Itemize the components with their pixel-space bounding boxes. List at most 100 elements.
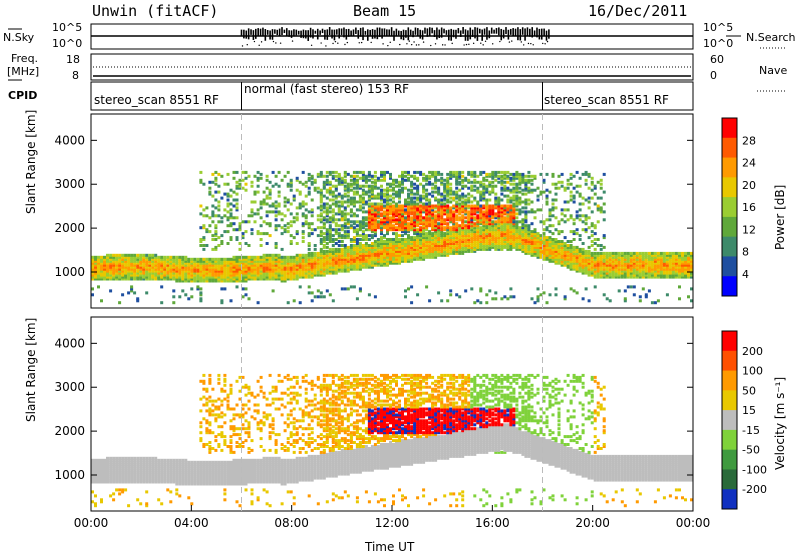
- heatmap-cell: [220, 216, 224, 220]
- heatmap-cell: [112, 267, 116, 271]
- heatmap-cell: [389, 244, 392, 247]
- heatmap-cell: [352, 261, 356, 265]
- heatmap-cell: [283, 196, 287, 200]
- heatmap-cell: [437, 240, 441, 243]
- heatmap-cell: [632, 285, 636, 289]
- heatmap-cell: [298, 180, 302, 184]
- heatmap-cell: [97, 476, 100, 480]
- heatmap-cell: [202, 275, 206, 279]
- heatmap-cell: [217, 259, 221, 263]
- heatmap-cell: [647, 251, 651, 255]
- heatmap-cell: [485, 244, 489, 247]
- heatmap-cell: [596, 275, 600, 279]
- heatmap-cell: [136, 299, 140, 303]
- heatmap-cell: [380, 208, 383, 212]
- heatmap-cell: [136, 255, 140, 259]
- heatmap-cell: [367, 214, 371, 218]
- heatmap-cell: [97, 464, 100, 468]
- heatmap-cell: [431, 214, 435, 218]
- heatmap-cell: [512, 236, 516, 240]
- heatmap-cell: [337, 236, 341, 240]
- heatmap-cell: [325, 249, 329, 253]
- heatmap-cell: [434, 178, 438, 182]
- heatmap-cell: [316, 263, 320, 267]
- heatmap-cell: [422, 224, 426, 228]
- heatmap-cell: [376, 220, 380, 224]
- heatmap-cell: [367, 222, 371, 226]
- heatmap-cell: [238, 273, 242, 277]
- heatmap-cell: [235, 277, 239, 281]
- heatmap-cell: [551, 206, 555, 210]
- heatmap-cell: [656, 261, 660, 265]
- heatmap-cell: [419, 255, 423, 259]
- heatmap-cell: [383, 210, 386, 214]
- heatmap-cell: [91, 255, 94, 259]
- heatmap-cell: [434, 190, 438, 194]
- heatmap-cell: [304, 275, 308, 279]
- heatmap-cell: [373, 255, 377, 259]
- heatmap-cell: [208, 190, 212, 194]
- heatmap-cell: [629, 263, 633, 267]
- heatmap-cell: [301, 170, 305, 174]
- heatmap-cell: [578, 192, 582, 196]
- heatmap-cell: [425, 222, 429, 226]
- heatmap-cell: [434, 255, 438, 259]
- heatmap-cell: [452, 192, 456, 196]
- heatmap-cell: [334, 265, 338, 269]
- heatmap-cell: [334, 249, 338, 253]
- heatmap-cell: [376, 192, 380, 196]
- heatmap-cell: [494, 202, 498, 206]
- heatmap-cell: [319, 273, 323, 277]
- heatmap-cell: [337, 180, 341, 184]
- heatmap-cell: [446, 206, 450, 210]
- heatmap-cell: [671, 267, 675, 271]
- heatmap-cell: [452, 206, 456, 210]
- heatmap-cell: [157, 269, 161, 273]
- heatmap-cell: [106, 259, 109, 263]
- heatmap-cell: [458, 234, 462, 238]
- heatmap-cell: [587, 200, 591, 204]
- heatmap-cell: [446, 222, 450, 226]
- heatmap-cell: [443, 218, 447, 222]
- heatmap-cell: [452, 212, 456, 216]
- heatmap-cell: [587, 226, 591, 230]
- heatmap-cell: [584, 253, 588, 257]
- heatmap-cell: [322, 253, 326, 257]
- heatmap-cell: [328, 265, 332, 269]
- heatmap-cell: [223, 273, 227, 277]
- heatmap-cell: [370, 259, 374, 263]
- heatmap-cell: [521, 176, 525, 180]
- heatmap-cell: [690, 299, 693, 303]
- heatmap-cell: [205, 230, 209, 234]
- heatmap-cell: [443, 178, 447, 182]
- heatmap-cell: [319, 259, 323, 263]
- heatmap-cell: [109, 277, 113, 281]
- heatmap-cell: [497, 226, 501, 230]
- heatmap-cell: [536, 232, 540, 236]
- heatmap-cell: [416, 247, 420, 251]
- heatmap-cell: [352, 236, 356, 240]
- heatmap-cell: [301, 202, 305, 206]
- heatmap-cell: [653, 259, 657, 263]
- heatmap-cell: [455, 194, 459, 198]
- nsearch-dot: [310, 44, 313, 47]
- heatmap-cell: [488, 192, 492, 196]
- heatmap-cell: [551, 251, 555, 255]
- heatmap-cell: [458, 216, 462, 220]
- heatmap-cell: [166, 265, 170, 269]
- heatmap-cell: [455, 222, 459, 226]
- heatmap-cell: [554, 238, 558, 241]
- heatmap-cell: [325, 271, 329, 275]
- heatmap-cell: [268, 273, 272, 277]
- heatmap-cell: [127, 263, 131, 267]
- heatmap-cell: [214, 271, 218, 275]
- heatmap-cell: [557, 220, 561, 224]
- heatmap-cell: [184, 257, 188, 261]
- heatmap-cell: [340, 267, 344, 271]
- heatmap-cell: [684, 257, 687, 261]
- heatmap-cell: [238, 247, 242, 251]
- heatmap-cell: [512, 220, 516, 224]
- heatmap-cell: [635, 257, 639, 261]
- heatmap-cell: [383, 212, 386, 216]
- heatmap-cell: [464, 210, 468, 214]
